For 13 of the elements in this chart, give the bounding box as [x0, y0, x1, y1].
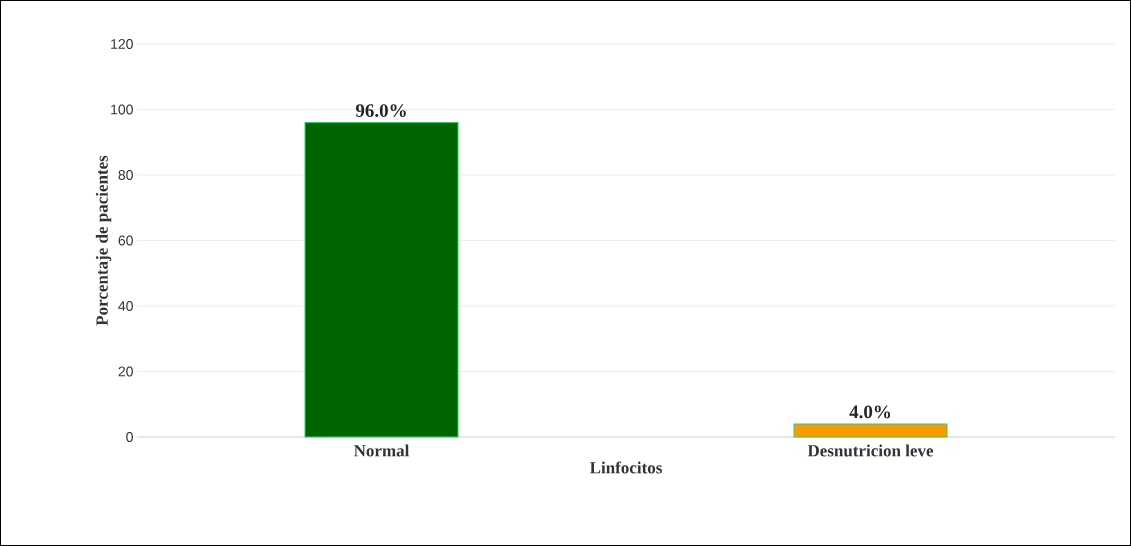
x-tick-label: Normal [353, 444, 410, 457]
y-tick-label: 80 [118, 170, 133, 180]
y-axis-title: Porcentaje de pacientes [95, 155, 112, 326]
y-tick-label: 0 [126, 432, 133, 442]
y-tick-label: 100 [111, 104, 133, 115]
y-tick-label: 40 [118, 301, 133, 311]
x-axis-title: Linfocitos [589, 461, 662, 474]
data-label: 96.0% [355, 104, 406, 118]
data-label: 4.0% [849, 405, 891, 419]
y-tick-label: 20 [118, 366, 133, 377]
y-tick-label: 120 [111, 39, 133, 49]
x-tick-label: Desnutricion leve [807, 444, 934, 457]
y-tick-label: 60 [118, 235, 133, 246]
